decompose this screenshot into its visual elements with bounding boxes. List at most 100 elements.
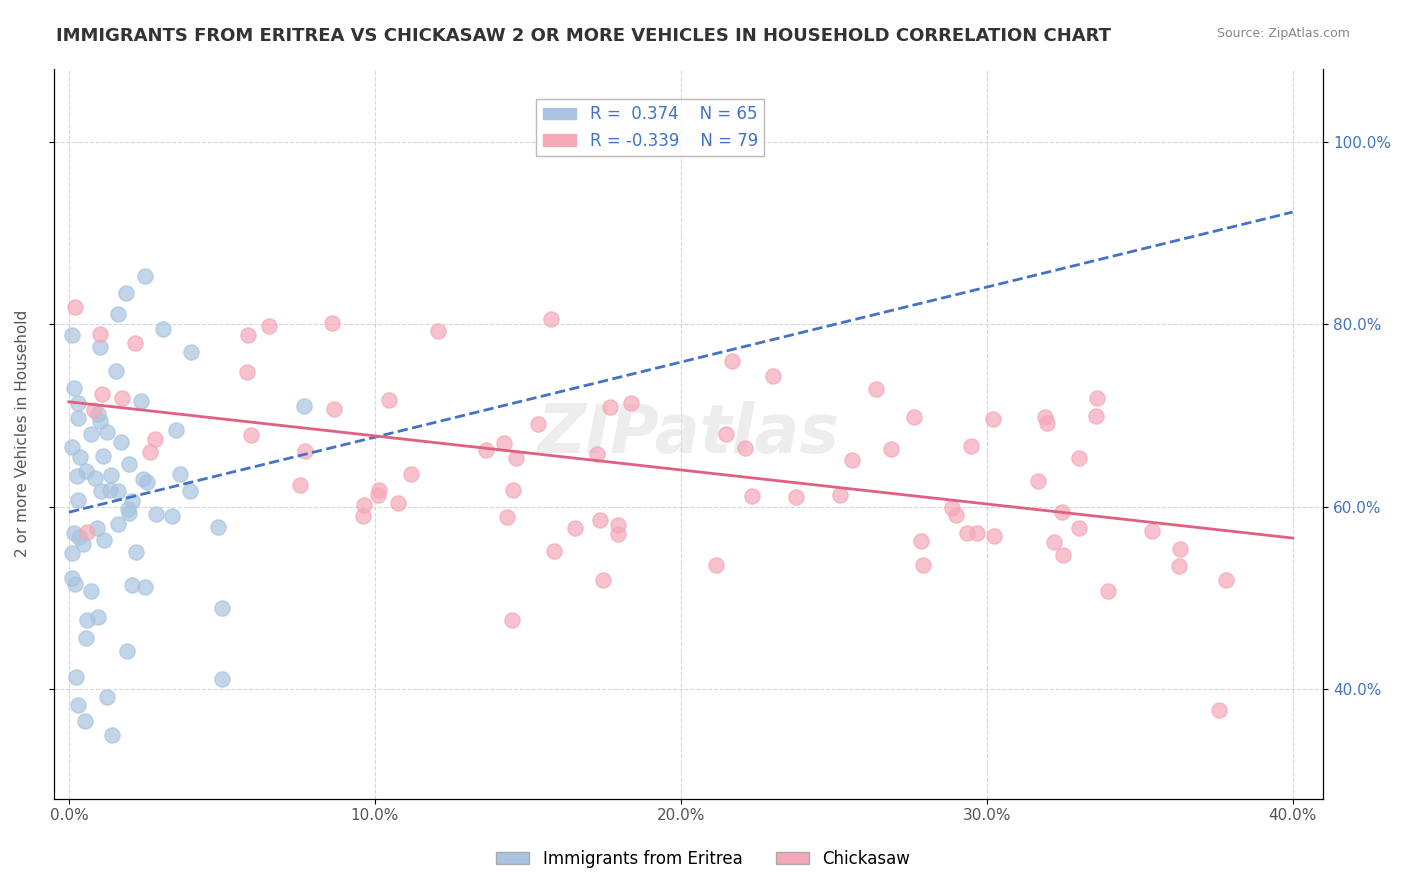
Point <box>66 698 89 712</box>
Point <box>257 318 280 333</box>
Legend: R =  0.374    N = 65, R = -0.339    N = 79: R = 0.374 N = 65, R = -0.339 N = 79 <box>536 99 765 156</box>
Point <box>1097 584 1119 599</box>
Point <box>87 407 110 421</box>
Point <box>494 435 516 450</box>
Point <box>60 571 83 585</box>
Point <box>65 670 87 684</box>
Point <box>1084 409 1107 423</box>
Point <box>69 450 91 464</box>
Point <box>79 427 101 442</box>
Point <box>117 502 139 516</box>
Point <box>121 494 143 508</box>
Point <box>211 673 233 687</box>
Point <box>162 508 184 523</box>
Point <box>865 382 887 396</box>
Point <box>75 631 97 645</box>
Point <box>100 468 122 483</box>
Point <box>180 345 202 359</box>
Point <box>60 546 83 560</box>
Point <box>589 513 612 527</box>
Point <box>89 326 111 341</box>
Point <box>121 578 143 592</box>
Point <box>67 493 90 508</box>
Point <box>240 428 263 442</box>
Point <box>292 399 315 413</box>
Point <box>714 427 737 442</box>
Point <box>1050 505 1073 519</box>
Point <box>125 545 148 559</box>
Point <box>1033 409 1056 424</box>
Point <box>89 414 111 428</box>
Point <box>145 508 167 522</box>
Point <box>966 526 988 541</box>
Point <box>152 322 174 336</box>
Point <box>502 483 524 498</box>
Point <box>721 354 744 368</box>
Point <box>606 517 628 532</box>
Point <box>706 558 728 572</box>
Point <box>1142 524 1164 539</box>
Text: ZIPatlas: ZIPatlas <box>537 401 839 467</box>
Point <box>91 450 114 464</box>
Point <box>60 440 83 454</box>
Point <box>96 425 118 439</box>
Point <box>83 402 105 417</box>
Legend: Immigrants from Eritrea, Chickasaw: Immigrants from Eritrea, Chickasaw <box>489 844 917 875</box>
Point <box>294 443 316 458</box>
Point <box>145 432 167 446</box>
Point <box>93 533 115 547</box>
Point <box>910 534 932 549</box>
Point <box>367 483 389 497</box>
Point <box>527 417 550 431</box>
Point <box>543 544 565 558</box>
Point <box>75 714 97 728</box>
Point <box>599 400 621 414</box>
Point <box>107 307 129 321</box>
Point <box>86 521 108 535</box>
Point <box>475 443 498 458</box>
Point <box>960 439 983 453</box>
Point <box>107 484 129 499</box>
Point <box>236 328 259 343</box>
Point <box>66 411 89 425</box>
Point <box>115 644 138 658</box>
Point <box>983 412 1005 426</box>
Point <box>1067 451 1090 466</box>
Point <box>63 381 86 395</box>
Point <box>90 484 112 499</box>
Point <box>540 312 562 326</box>
Point <box>941 501 963 516</box>
Point <box>110 435 132 450</box>
Point <box>620 396 643 410</box>
Point <box>134 580 156 594</box>
Point <box>236 365 259 379</box>
Point <box>60 328 83 343</box>
Point <box>96 690 118 705</box>
Point <box>592 573 614 587</box>
Point <box>105 364 128 378</box>
Point <box>377 392 399 407</box>
Point <box>496 510 519 524</box>
Point <box>427 324 450 338</box>
Point <box>367 488 389 502</box>
Point <box>165 423 187 437</box>
Point <box>322 401 344 416</box>
Point <box>66 468 89 483</box>
Point <box>762 369 785 384</box>
Point <box>1036 417 1059 431</box>
Point <box>1208 703 1230 717</box>
Point <box>1168 559 1191 574</box>
Point <box>1067 521 1090 535</box>
Point <box>138 445 160 459</box>
Point <box>501 613 523 627</box>
Point <box>75 464 97 478</box>
Point <box>87 610 110 624</box>
Point <box>841 453 863 467</box>
Point <box>136 475 159 489</box>
Point <box>169 467 191 482</box>
Point <box>945 508 967 523</box>
Point <box>179 484 201 499</box>
Point <box>911 558 934 572</box>
Point <box>134 269 156 284</box>
Point <box>76 525 98 540</box>
